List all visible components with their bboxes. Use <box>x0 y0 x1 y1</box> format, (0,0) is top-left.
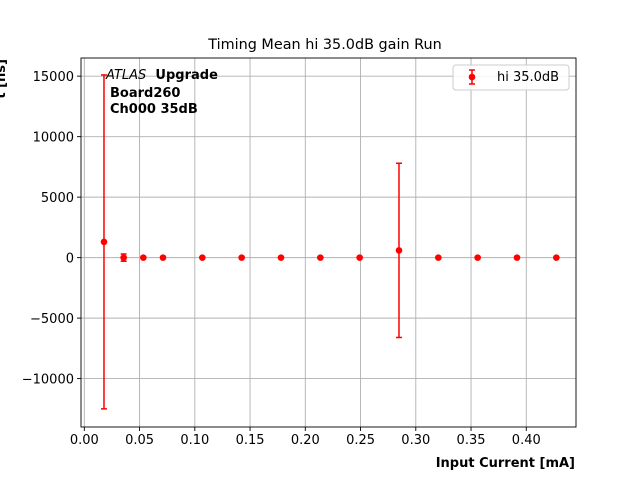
data-point <box>435 254 442 261</box>
x-tick-label: 0.15 <box>236 433 265 448</box>
data-point <box>238 254 245 261</box>
y-axis-label: t [ns] <box>0 59 9 99</box>
y-tick-label: 10000 <box>33 131 74 146</box>
y-tick-label: −5000 <box>30 312 74 327</box>
x-tick-label: 0.30 <box>401 433 430 448</box>
data-point <box>395 247 403 254</box>
data-point <box>356 254 363 261</box>
x-axis-label: Input Current [mA] <box>436 456 575 471</box>
annotation-experiment: ATLAS <box>105 68 146 83</box>
x-axis-ticks: 0.00 0.05 0.10 0.15 0.20 0.25 0.30 0.35 0.40 <box>70 427 541 448</box>
data-point <box>277 254 285 261</box>
data-point <box>474 254 481 261</box>
x-tick-label: 0.35 <box>457 433 486 448</box>
chart-title: Timing Mean hi 35.0dB gain Run <box>207 37 442 53</box>
x-tick-label: 0.10 <box>180 433 209 448</box>
grid <box>81 58 576 427</box>
data-points <box>100 238 560 261</box>
plot-frame <box>80 57 577 428</box>
data-point <box>553 254 560 261</box>
legend-marker <box>468 73 476 81</box>
y-axis-ticks: −10000 −5000 0 5000 10000 15000 <box>22 70 81 388</box>
legend-entry-label: hi 35.0dB <box>497 70 559 85</box>
legend: hi 35.0dB <box>452 64 570 91</box>
x-tick-label: 0.20 <box>291 433 320 448</box>
data-point <box>159 254 167 261</box>
legend-box <box>452 64 570 91</box>
x-tick-label: 0.05 <box>125 433 154 448</box>
annotation-tag: Upgrade <box>155 68 218 83</box>
y-tick-label: 15000 <box>33 70 74 85</box>
y-tick-label: 0 <box>66 252 74 267</box>
data-point <box>100 238 108 246</box>
annotation-board: Board260 <box>110 86 180 101</box>
data-point <box>317 254 324 261</box>
annotation-channel: Ch000 35dB <box>110 102 198 117</box>
atlas-annotation: ATLAS Upgrade Board260 Ch000 35dB <box>105 68 218 117</box>
data-point <box>513 254 521 261</box>
data-point <box>120 254 127 261</box>
data-point <box>140 254 147 261</box>
y-tick-label: −10000 <box>22 373 74 388</box>
x-tick-label: 0.40 <box>512 433 541 448</box>
data-point <box>199 254 206 261</box>
x-tick-label: 0.25 <box>346 433 375 448</box>
svg-text:ATLAS Upgrade: ATLAS Upgrade <box>105 68 218 83</box>
y-tick-label: 5000 <box>41 191 74 206</box>
x-tick-label: 0.00 <box>70 433 99 448</box>
